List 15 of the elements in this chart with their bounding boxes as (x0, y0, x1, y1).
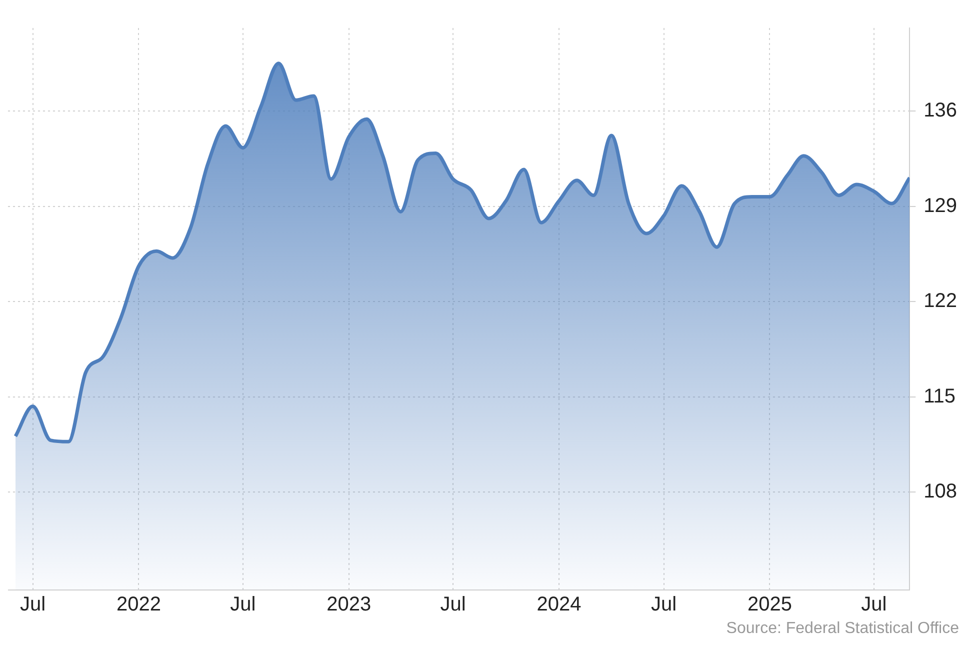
x-tick-label: Jul (861, 594, 887, 616)
x-tick-label: Jul (650, 594, 677, 616)
x-tick-label: 2022 (116, 594, 161, 616)
y-tick-label: 108 (924, 480, 958, 503)
x-tick-label: Jul (440, 594, 466, 616)
x-tick-label: Jul (230, 594, 256, 616)
y-tick-label: 136 (924, 100, 958, 122)
x-tick-label: 2023 (326, 594, 372, 616)
y-tick-label: 115 (924, 385, 956, 408)
x-tick-label: Jul (20, 594, 46, 616)
x-tick-label: 2025 (747, 594, 792, 616)
y-tick-label: 122 (924, 290, 958, 312)
x-tick-label: 2024 (536, 594, 582, 616)
y-tick-label: 129 (924, 194, 958, 217)
source-note: Source: Federal Statistical Office (725, 620, 960, 638)
